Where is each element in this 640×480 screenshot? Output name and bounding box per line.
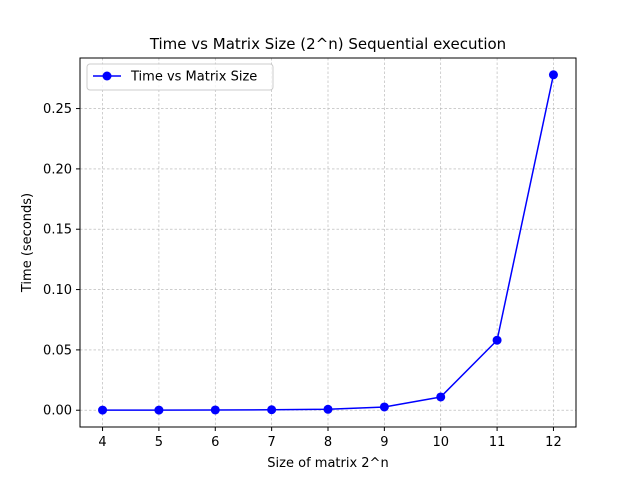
x-tick-label: 8	[324, 435, 332, 450]
ticks: 4 5 6 7 8 9 10 11 12 0.00 0.05 0.10 0.15 0.20 0.25	[43, 102, 562, 450]
y-tick-label: 0.00	[43, 404, 72, 419]
legend: Time vs Matrix Size	[86, 63, 274, 91]
y-tick-label: 0.05	[43, 343, 72, 358]
x-tick-label: 4	[98, 435, 106, 450]
y-tick-label: 0.20	[43, 162, 72, 177]
chart-title: Time vs Matrix Size (2^n) Sequential exe…	[149, 35, 506, 53]
y-tick-label: 0.25	[43, 102, 72, 117]
data-point	[267, 405, 277, 415]
x-tick-label: 11	[489, 435, 506, 450]
data-point	[210, 405, 220, 415]
data-point	[98, 405, 108, 415]
legend-marker-swatch	[102, 71, 112, 81]
x-tick-label: 6	[211, 435, 219, 450]
data-point	[154, 405, 164, 415]
legend-entry-label: Time vs Matrix Size	[130, 70, 257, 85]
data-point	[323, 404, 333, 414]
x-tick-label: 7	[267, 435, 275, 450]
x-tick-label: 9	[380, 435, 388, 450]
x-tick-label: 12	[545, 435, 562, 450]
grid	[80, 58, 576, 427]
data-point	[436, 392, 446, 402]
x-axis-label: Size of matrix 2^n	[267, 456, 388, 471]
plot-area-frame	[79, 57, 577, 428]
y-tick-label: 0.15	[43, 223, 72, 238]
x-tick-label: 5	[155, 435, 163, 450]
y-tick-label: 0.10	[43, 283, 72, 298]
x-tick-label: 10	[432, 435, 449, 450]
data-point	[548, 70, 558, 80]
legend-box	[86, 63, 274, 91]
data-point	[492, 335, 502, 345]
data-point	[379, 402, 389, 412]
y-axis-label: Time (seconds)	[20, 193, 35, 293]
series	[98, 70, 558, 415]
